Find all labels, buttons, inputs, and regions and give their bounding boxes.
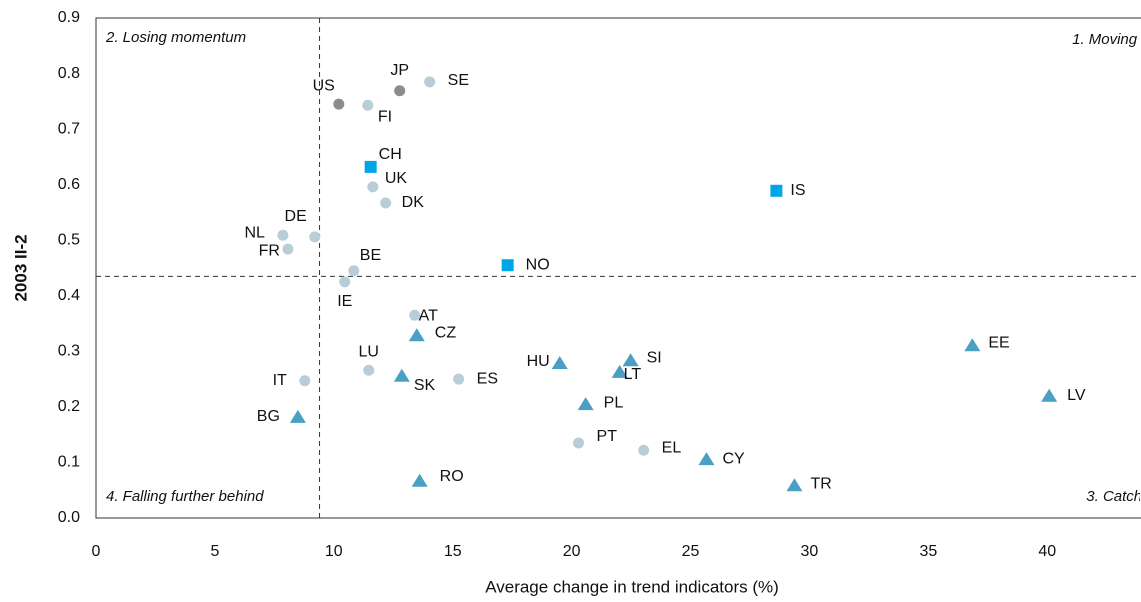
x-tick-label: 0 xyxy=(92,543,101,560)
point xyxy=(453,373,465,385)
x-tick-label: 15 xyxy=(444,543,462,560)
point xyxy=(394,85,406,97)
point xyxy=(573,437,585,449)
point-label: LU xyxy=(359,343,379,360)
point-label: IE xyxy=(337,293,352,310)
point xyxy=(1041,388,1058,402)
point xyxy=(411,473,428,487)
point xyxy=(363,364,375,376)
point xyxy=(348,265,360,277)
point-label: JP xyxy=(390,62,409,79)
quadrant-label: 4. Falling further behind xyxy=(106,488,264,505)
point xyxy=(362,99,374,111)
point-label: NO xyxy=(526,256,550,273)
quadrant-label: 3. Catching up xyxy=(1086,488,1141,505)
y-axis-title: 2003 II-2 xyxy=(11,234,30,301)
point xyxy=(282,243,294,255)
point-label: PT xyxy=(597,428,618,445)
point xyxy=(277,229,289,241)
point-label: EE xyxy=(988,334,1009,351)
point-label: IT xyxy=(273,372,287,389)
point xyxy=(622,353,639,367)
point xyxy=(611,364,628,378)
point xyxy=(424,76,436,88)
point-label: DE xyxy=(285,208,307,225)
point xyxy=(551,356,568,369)
point-label: CH xyxy=(379,146,402,163)
point xyxy=(299,375,311,387)
point-label: DK xyxy=(402,194,425,211)
point xyxy=(501,259,514,272)
x-tick-label: 35 xyxy=(919,543,937,560)
y-tick-label: 0.1 xyxy=(58,454,80,471)
point xyxy=(309,231,321,243)
x-tick-label: 20 xyxy=(563,543,581,560)
quadrant-label: 1. Moving ahead xyxy=(1072,31,1141,48)
point-label: US xyxy=(313,77,335,94)
point xyxy=(333,98,345,110)
point-label: FI xyxy=(378,108,392,125)
point xyxy=(408,328,425,342)
point-label: RO xyxy=(440,468,464,485)
point-label: LT xyxy=(624,366,642,383)
y-tick-label: 0.7 xyxy=(58,120,80,137)
point-label: CY xyxy=(722,450,745,467)
x-tick-label: 25 xyxy=(682,543,700,560)
point-label: BE xyxy=(360,247,381,264)
y-tick-label: 0.0 xyxy=(58,509,80,526)
point xyxy=(339,276,351,288)
y-tick-label: 0.5 xyxy=(58,231,80,248)
point-label: SK xyxy=(414,377,436,394)
point xyxy=(698,452,715,466)
point xyxy=(393,368,410,382)
point-label: FR xyxy=(259,242,280,259)
point-label: TR xyxy=(810,475,831,492)
x-tick-label: 30 xyxy=(801,543,819,560)
point-label: NL xyxy=(244,224,265,241)
point xyxy=(577,397,594,411)
x-tick-label: 5 xyxy=(210,543,219,560)
y-tick-label: 0.6 xyxy=(58,176,80,193)
point xyxy=(364,160,377,173)
point xyxy=(409,309,421,321)
plot-area: 2. Losing momentum 1. Moving ahead 4. Fall… xyxy=(96,18,1141,518)
y-tick-label: 0.2 xyxy=(58,398,80,415)
point-label: AT xyxy=(419,307,438,324)
y-tick-label: 0.3 xyxy=(58,343,80,360)
point xyxy=(964,338,981,352)
point-label: HU xyxy=(527,353,550,370)
point-label: ES xyxy=(477,370,498,387)
point xyxy=(367,181,379,193)
point xyxy=(770,184,783,197)
point xyxy=(786,478,803,492)
point-label: UK xyxy=(385,170,408,187)
y-tick-label: 0.4 xyxy=(58,287,80,304)
y-tick-label: 0.8 xyxy=(58,65,80,82)
point-label: SI xyxy=(647,349,662,366)
quadrant-label: 2. Losing momentum xyxy=(105,29,246,46)
point-label: LV xyxy=(1067,387,1086,404)
point xyxy=(289,409,306,423)
point-label: IS xyxy=(790,182,805,199)
x-axis-title: Average change in trend indicators (%) xyxy=(485,577,779,596)
x-tick-label: 40 xyxy=(1038,543,1056,560)
y-tick-label: 0.9 xyxy=(58,9,80,26)
point-label: PL xyxy=(604,394,624,411)
plot-frame xyxy=(95,17,1141,519)
point-label: BG xyxy=(257,408,280,425)
x-tick-label: 10 xyxy=(325,543,343,560)
point xyxy=(380,197,392,209)
point-label: EL xyxy=(662,439,682,456)
point xyxy=(638,444,650,456)
point-label: SE xyxy=(448,72,469,89)
point-label: CZ xyxy=(435,324,457,341)
